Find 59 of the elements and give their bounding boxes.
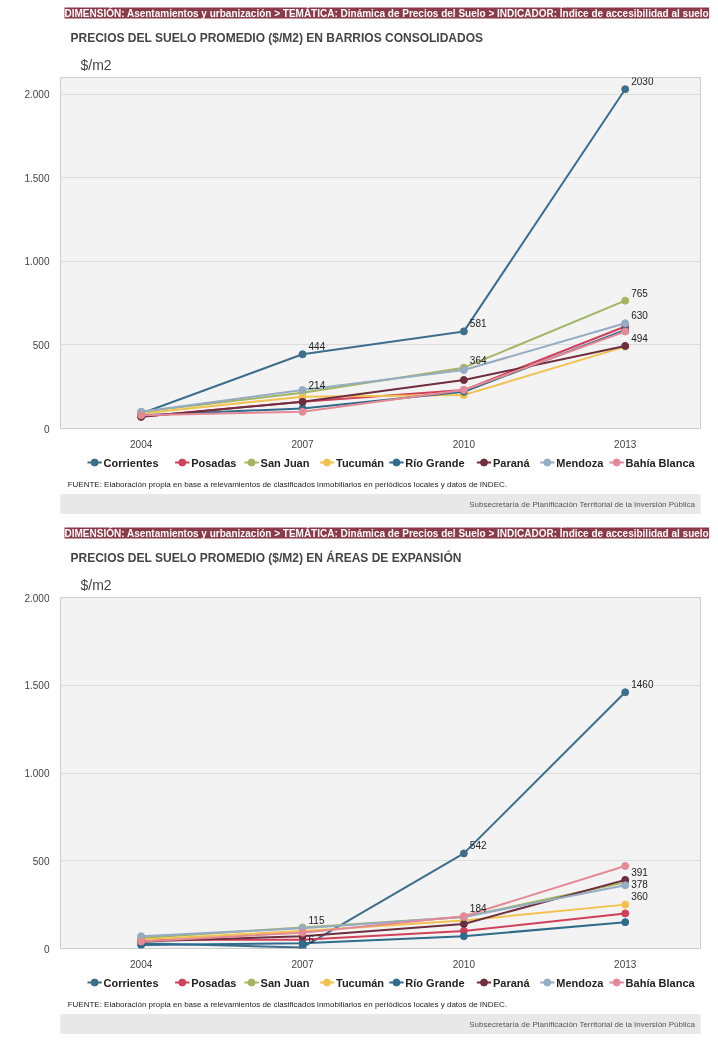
x-tick-label: 2010 — [452, 958, 476, 970]
source-note: FUENTE: Elaboración propia en base a relevamientos de clasificados inmobiliarios en periódicos locales y datos de INDEC. — [67, 480, 507, 489]
legend-label: San Juan — [260, 976, 310, 989]
y-axis-title: $/m2 — [80, 576, 112, 593]
data-label: 765 — [631, 287, 649, 299]
y-tick-label: 1.500 — [24, 172, 50, 184]
data-label: 391 — [631, 866, 649, 878]
y-tick-label: 1.000 — [24, 256, 50, 268]
chart-title: PRECIOS DEL SUELO PROMEDIO ($/M2) EN ÁREAS DE EXPANSIÓN — [70, 549, 462, 565]
legend-label: Posadas — [191, 456, 237, 469]
data-label: 581 — [469, 318, 487, 330]
data-label: 115 — [308, 915, 325, 927]
y-tick-label: 500 — [32, 855, 50, 867]
legend-label: Bahía Blanca — [625, 456, 696, 469]
legend-label: Mendoza — [556, 976, 605, 989]
y-tick-label: 2.000 — [24, 592, 50, 604]
legend-label: Mendoza — [556, 456, 605, 469]
y-tick-label: 500 — [32, 339, 50, 351]
y-tick-label: 1.500 — [24, 680, 50, 692]
chart-title: PRECIOS DEL SUELO PROMEDIO ($/M2) EN BARRIOS CONSOLIDADOS — [70, 30, 483, 45]
legend-label: Bahía Blanca — [625, 976, 696, 989]
data-label: 378 — [631, 879, 649, 891]
text: Subsecretaría de Planificación Territorial de la Inversión Pública — [469, 500, 696, 509]
legend-label: Tucumán — [335, 976, 385, 989]
data-label: 630 — [631, 310, 649, 322]
x-tick-label: 2004 — [130, 438, 153, 450]
legend-label: Posadas — [191, 976, 237, 989]
data-label: 444 — [308, 341, 326, 353]
text: DIMENSIÓN: Asentamientos y urbanización > TEMÁTICA: Dinámica de Precios del Suelo > INDICADOR: Índice de accesibilidad al suelo — [64, 526, 709, 539]
data-label: 6 — [308, 934, 315, 946]
legend-label: San Juan — [260, 456, 310, 469]
text: DIMENSIÓN: Asentamientos y urbanización > TEMÁTICA: Dinámica de Precios del Suelo > INDICADOR: Índice de accesibilidad al suelo — [64, 6, 709, 19]
x-tick-label: 2007 — [291, 438, 315, 450]
x-tick-label: 2013 — [614, 438, 637, 450]
source-note: FUENTE: Elaboración propia en base a relevamientos de clasificados inmobiliarios en periódicos locales y datos de INDEC. — [67, 1000, 507, 1009]
data-label: 494 — [631, 332, 649, 344]
legend-label: Tucumán — [335, 456, 385, 469]
legend-label: Paraná — [492, 976, 531, 989]
x-tick-label: 2013 — [614, 958, 637, 970]
legend-label: Corrientes — [103, 976, 159, 989]
data-label: 2030 — [631, 76, 654, 88]
legend-label: Río Grande — [405, 456, 465, 469]
x-tick-label: 2007 — [291, 958, 315, 970]
legend-label: Corrientes — [103, 456, 159, 469]
data-label: 214 — [308, 379, 326, 391]
data-label: 360 — [631, 891, 649, 903]
legend-label: Paraná — [492, 456, 531, 469]
y-tick-label: 0 — [43, 943, 50, 955]
data-label: 1460 — [631, 679, 654, 691]
y-tick-label: 0 — [43, 423, 50, 435]
data-label: 542 — [469, 840, 487, 852]
y-tick-label: 1.000 — [24, 768, 50, 779]
y-axis-title: $/m2 — [80, 56, 112, 73]
y-tick-label: 2.000 — [24, 89, 50, 101]
x-tick-label: 2004 — [130, 958, 153, 970]
legend-label: Río Grande — [405, 976, 465, 989]
text: Subsecretaría de Planificación Territorial de la Inversión Pública — [469, 1020, 696, 1029]
x-tick-label: 2010 — [452, 438, 476, 450]
data-label: 184 — [469, 903, 487, 915]
